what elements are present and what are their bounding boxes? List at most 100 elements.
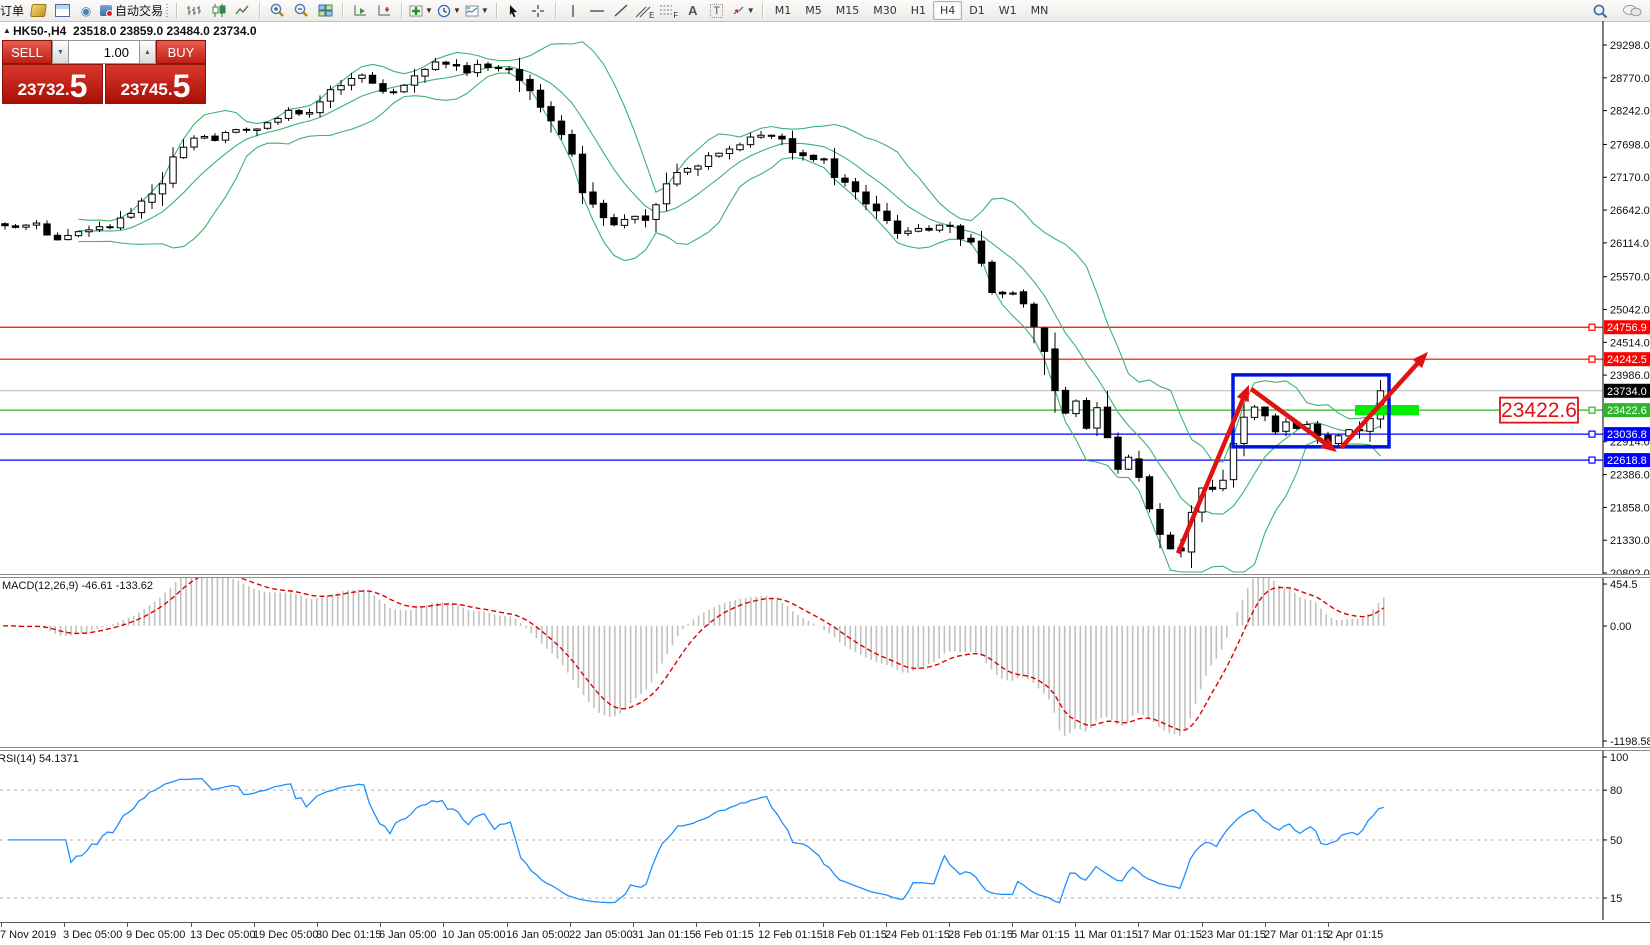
time-tick: [64, 923, 65, 927]
crosshair-tool-icon[interactable]: [526, 1, 550, 20]
candle: [148, 193, 156, 203]
auto-scroll-icon[interactable]: [348, 1, 372, 20]
hline-anchor[interactable]: [1588, 406, 1596, 414]
timeframe-button-m5[interactable]: M5: [805, 4, 822, 17]
candlestick-chart-type-icon[interactable]: [206, 1, 230, 20]
time-label: 19 Dec 05:00: [253, 929, 319, 941]
vertical-line-tool-icon[interactable]: [561, 1, 585, 20]
pane-divider[interactable]: [0, 574, 1650, 578]
buy-price[interactable]: 23745. 5: [105, 64, 206, 104]
chat-icon[interactable]: [1620, 1, 1644, 20]
candle: [872, 203, 881, 212]
periods-button[interactable]: ▼: [435, 1, 463, 20]
highlight-zone[interactable]: [1355, 405, 1419, 416]
timeframe-button-m30[interactable]: M30: [873, 4, 897, 17]
templates-button[interactable]: ▼: [463, 1, 491, 20]
indicators-button[interactable]: ▼: [407, 1, 435, 20]
hline-anchor[interactable]: [1588, 355, 1596, 363]
timeframe-button-h4[interactable]: H4: [933, 1, 963, 20]
candle: [295, 109, 303, 115]
toolbar: 订单 ◉ 自动交易 ▼ ▼ ▼ E F A T ▼: [0, 0, 1650, 22]
channel-tool-icon[interactable]: E: [633, 1, 657, 20]
volume-increase-button[interactable]: ▲: [139, 40, 156, 64]
line-chart-type-icon[interactable]: [230, 1, 254, 20]
sell-button[interactable]: SELL: [2, 40, 52, 64]
time-axis[interactable]: 7 Nov 2019 3 Dec 05:00 9 Dec 05:00 13 Dec 0…: [0, 922, 1650, 945]
trend-arrow[interactable]: [1249, 387, 1328, 447]
consolidation-rectangle[interactable]: [1231, 373, 1391, 449]
pane-divider[interactable]: [0, 747, 1650, 751]
candle: [620, 218, 629, 226]
volume-decrease-button[interactable]: ▼: [52, 40, 69, 64]
periods-dropdown-icon[interactable]: ▼: [452, 6, 461, 15]
hline-anchor[interactable]: [1588, 323, 1596, 331]
fibonacci-tool-icon[interactable]: F: [657, 1, 681, 20]
rsi-axis-label: 80: [1610, 785, 1622, 797]
time-label: 18 Feb 01:15: [822, 929, 887, 941]
time-label: 11 Mar 01:15: [1074, 929, 1139, 941]
candle: [284, 109, 293, 119]
trendline-tool-icon[interactable]: [609, 1, 633, 20]
time-label: 9 Dec 05:00: [126, 929, 186, 941]
candle: [568, 133, 576, 155]
price-tick-label: 26642.0: [1610, 205, 1650, 217]
price-tick-label: 25042.0: [1610, 304, 1650, 316]
text-tool-icon[interactable]: A: [688, 3, 698, 18]
trend-arrow[interactable]: [1175, 395, 1247, 555]
indicators-dropdown-icon[interactable]: ▼: [425, 6, 433, 15]
bollinger-lower-band: [78, 72, 1381, 573]
timeframe-button-m1[interactable]: M1: [774, 4, 792, 17]
rsi-pane[interactable]: 100 80 50 15: [0, 751, 1650, 920]
spinner-down-icon: ▼: [57, 48, 64, 56]
bar-chart-type-icon[interactable]: [182, 1, 206, 20]
autotrading-icon: [100, 5, 114, 17]
signals-icon[interactable]: ◉: [80, 3, 92, 18]
candle: [904, 230, 912, 234]
new-chart-icon[interactable]: [50, 1, 74, 20]
candle: [967, 237, 975, 243]
rsi-axis-label: 100: [1610, 752, 1628, 764]
price-tick-label: 20802.0: [1610, 568, 1650, 574]
hline-anchor[interactable]: [1588, 456, 1596, 464]
candle: [326, 89, 335, 102]
candle: [305, 112, 314, 115]
autotrading-button[interactable]: 自动交易: [98, 1, 165, 20]
candle: [557, 120, 566, 136]
price-callout-box[interactable]: [1499, 396, 1579, 424]
arrows-tool-button[interactable]: ▼: [729, 1, 757, 20]
tile-windows-icon[interactable]: [313, 1, 337, 20]
timeframe-button-mn[interactable]: MN: [1030, 4, 1049, 17]
candle: [536, 89, 545, 108]
label-tool-icon[interactable]: T: [705, 1, 729, 20]
macd-axis-label: 0.00: [1610, 621, 1631, 633]
volume-input[interactable]: 1.00: [69, 40, 139, 64]
metaeditor-icon[interactable]: [26, 1, 50, 20]
search-icon[interactable]: [1588, 1, 1612, 20]
zoom-out-icon[interactable]: [289, 1, 313, 20]
time-label: 22 Jan 05:00: [569, 929, 633, 941]
time-tick: [633, 923, 634, 927]
candle: [589, 191, 597, 205]
timeframe-button-m15[interactable]: M15: [835, 4, 860, 17]
templates-dropdown-icon[interactable]: ▼: [480, 6, 489, 15]
timeframe-button-h1[interactable]: H1: [910, 4, 926, 17]
cursor-tool-icon[interactable]: [502, 1, 526, 20]
main-chart[interactable]: 23422.6 29298.0 28770.0 28242.0 27698.0 27170…: [0, 21, 1650, 574]
candle: [242, 128, 251, 131]
trend-arrow[interactable]: [1339, 360, 1421, 450]
arrows-dropdown-icon[interactable]: ▼: [746, 6, 755, 15]
zoom-in-icon[interactable]: [265, 1, 289, 20]
macd-pane[interactable]: 454.5 0.00 -1198.58: [0, 578, 1650, 747]
chart-shift-icon[interactable]: [372, 1, 396, 20]
sell-price[interactable]: 23732. 5: [2, 64, 103, 104]
buy-button[interactable]: BUY: [156, 40, 206, 64]
hline-anchor[interactable]: [1588, 430, 1596, 438]
new-order-button[interactable]: 订单: [0, 4, 25, 18]
horizontal-line-tool-icon[interactable]: [585, 1, 609, 20]
timeframe-button-w1[interactable]: W1: [998, 4, 1017, 17]
timeframe-button-d1[interactable]: D1: [969, 4, 985, 17]
price-tick-label: 23986.0: [1610, 370, 1650, 382]
candle: [1135, 458, 1143, 478]
collapse-triangle-icon[interactable]: ▲: [3, 26, 11, 35]
time-tick: [1138, 923, 1139, 927]
